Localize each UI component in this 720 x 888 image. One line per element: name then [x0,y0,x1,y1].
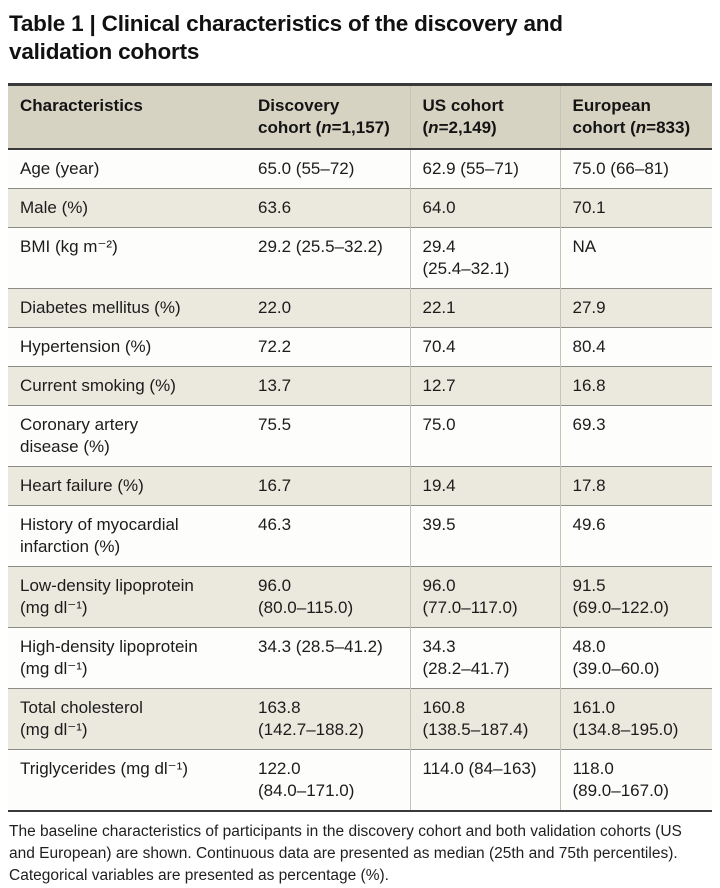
table-row: Diabetes mellitus (%) 22.0 22.1 27.9 [8,287,712,328]
cell-european: 69.3 [559,404,712,467]
table-row: Total cholesterol (mg dl⁻¹) 163.8 (142.7–… [8,687,712,750]
cell-discovery: 29.2 (25.5–32.2) [246,226,410,289]
header-label-part: =833) [646,117,691,137]
cell-european: 80.4 [559,326,712,367]
cell-us-cohort: 75.0 [409,404,560,467]
table-row: Triglycerides (mg dl⁻¹) 122.0 (84.0–171.0… [8,748,712,811]
cell-us-cohort: 12.7 [409,365,560,406]
cell-discovery: 63.6 [246,187,410,228]
row-label: Total cholesterol (mg dl⁻¹) [8,687,246,750]
cell-us-cohort: 62.9 (55–71) [409,148,560,189]
row-label: Low-density lipoprotein (mg dl⁻¹) [8,565,246,628]
table-footnote: The baseline characteristics of particip… [9,822,682,884]
cell-discovery: 46.3 [246,504,410,567]
cell-us-cohort: 39.5 [409,504,560,567]
header-label-part: =1,157) [331,117,390,137]
cell-european: 48.0 (39.0–60.0) [559,626,712,689]
cell-us-cohort: 29.4 (25.4–32.1) [409,226,560,289]
cell-us-cohort: 96.0 (77.0–117.0) [409,565,560,628]
clinical-characteristics-table: Characteristics Discovery cohort (n=1,15… [8,82,712,812]
n-symbol: n [321,117,332,137]
table-row: Low-density lipoprotein (mg dl⁻¹) 96.0 (8… [8,565,712,628]
n-symbol: n [428,117,439,137]
cell-european: NA [559,226,712,289]
cell-discovery: 22.0 [246,287,410,328]
cell-discovery: 72.2 [246,326,410,367]
table-row: Current smoking (%) 13.7 12.7 16.8 [8,365,712,406]
cell-european: 70.1 [559,187,712,228]
row-label: Current smoking (%) [8,365,246,406]
cell-european: 91.5 (69.0–122.0) [559,565,712,628]
table-row: Heart failure (%) 16.7 19.4 17.8 [8,465,712,506]
table-row: Male (%) 63.6 64.0 70.1 [8,187,712,228]
cell-us-cohort: 64.0 [409,187,560,228]
cell-discovery: 34.3 (28.5–41.2) [246,626,410,689]
header-row: Characteristics Discovery cohort (n=1,15… [8,84,712,150]
cell-us-cohort: 114.0 (84–163) [409,748,560,811]
row-label: Coronary artery disease (%) [8,404,246,467]
cell-us-cohort: 70.4 [409,326,560,367]
cell-discovery: 96.0 (80.0–115.0) [246,565,410,628]
header-label-part: European cohort ( [572,95,651,137]
cell-european: 161.0 (134.8–195.0) [559,687,712,750]
table-row: High-density lipoprotein (mg dl⁻¹) 34.3 (… [8,626,712,689]
header-european-cohort: European cohort (n=833) [559,84,712,150]
cell-discovery: 65.0 (55–72) [246,148,410,189]
cell-us-cohort: 19.4 [409,465,560,506]
n-symbol: n [635,117,647,137]
table-title: Table 1 | Clinical characteristics of th… [9,11,563,64]
cell-discovery: 16.7 [246,465,410,506]
cell-discovery: 13.7 [246,365,410,406]
cell-european: 17.8 [559,465,712,506]
cell-european: 118.0 (89.0–167.0) [559,748,712,811]
cell-european: 16.8 [559,365,712,406]
table-row: Hypertension (%) 72.2 70.4 80.4 [8,326,712,367]
cell-us-cohort: 22.1 [409,287,560,328]
table-row: History of myocardial infarction (%) 46.3… [8,504,712,567]
table-row: Coronary artery disease (%) 75.5 75.0 69.3 [8,404,712,467]
row-label: Age (year) [8,148,246,189]
cell-discovery: 163.8 (142.7–188.2) [246,687,410,750]
cell-european: 49.6 [559,504,712,567]
header-discovery-cohort: Discovery cohort (n=1,157) [246,84,410,150]
cell-us-cohort: 160.8 (138.5–187.4) [409,687,560,750]
header-label-part: =2,149) [438,117,497,137]
table-row: BMI (kg m⁻²) 29.2 (25.5–32.2) 29.4 (25.4–3… [8,226,712,289]
header-us-cohort: US cohort (n=2,149) [409,84,560,150]
cell-us-cohort: 34.3 (28.2–41.7) [409,626,560,689]
row-label: Hypertension (%) [8,326,246,367]
row-label: High-density lipoprotein (mg dl⁻¹) [8,626,246,689]
table-body: Age (year) 65.0 (55–72) 62.9 (55–71) 75.0 (… [8,148,712,811]
cell-discovery: 122.0 (84.0–171.0) [246,748,410,811]
table-header: Characteristics Discovery cohort (n=1,15… [8,84,712,150]
header-label-part: US cohort ( [422,95,504,137]
header-characteristics: Characteristics [8,84,246,150]
table-row: Age (year) 65.0 (55–72) 62.9 (55–71) 75.0 (… [8,148,712,189]
cell-european: 27.9 [559,287,712,328]
row-label: Heart failure (%) [8,465,246,506]
row-label: BMI (kg m⁻²) [8,226,246,289]
header-label-part: Discovery cohort ( [258,95,340,137]
row-label: Male (%) [8,187,246,228]
cell-european: 75.0 (66–81) [559,148,712,189]
row-label: Diabetes mellitus (%) [8,287,246,328]
row-label: Triglycerides (mg dl⁻¹) [8,748,246,811]
cell-discovery: 75.5 [246,404,410,467]
row-label: History of myocardial infarction (%) [8,504,246,567]
